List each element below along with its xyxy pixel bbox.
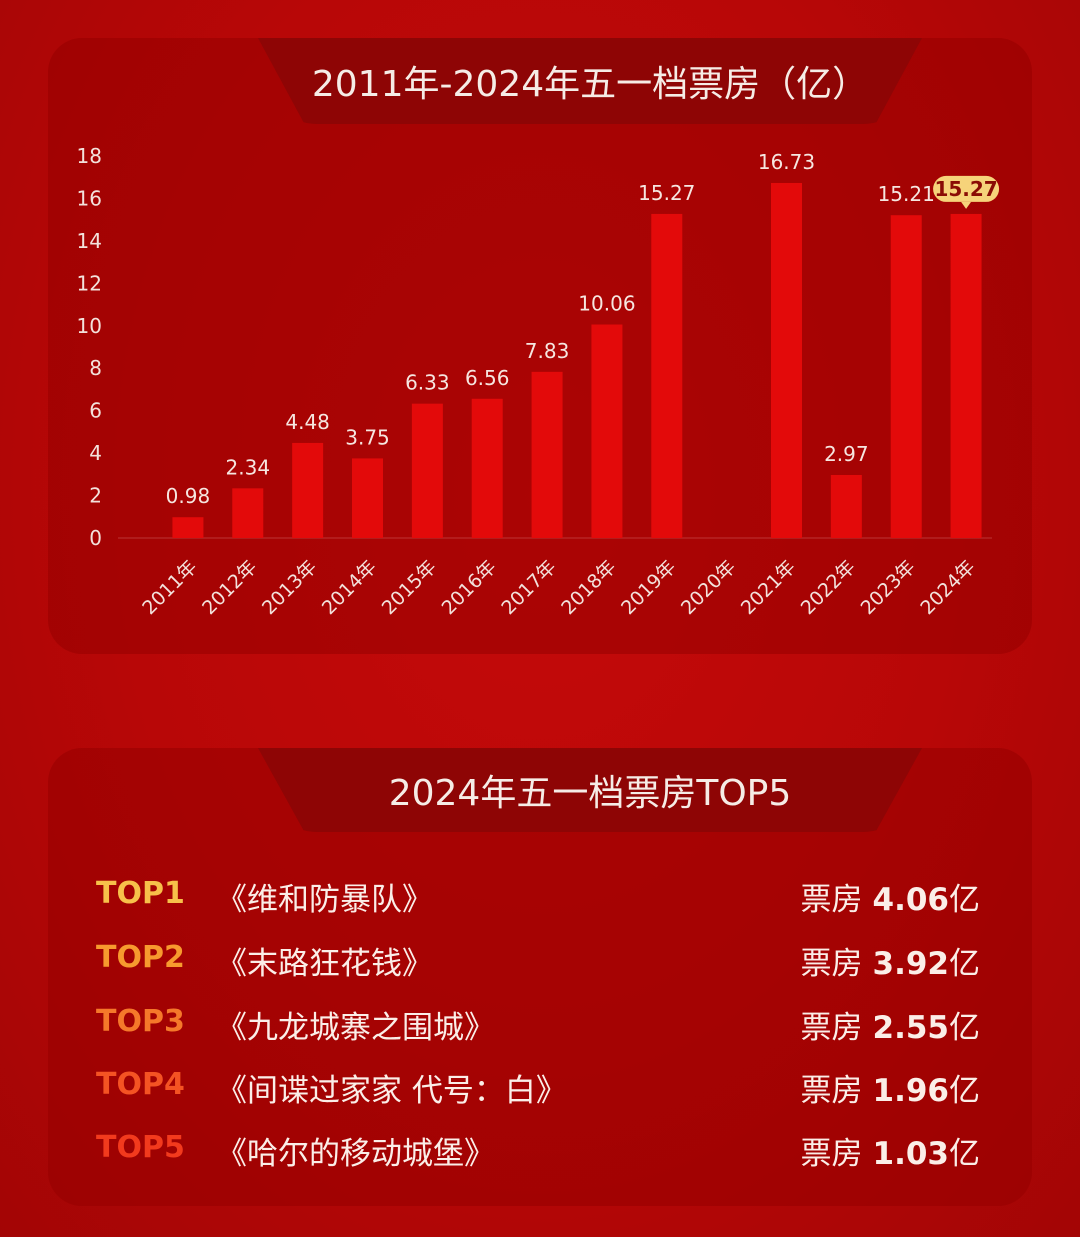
bar (352, 458, 383, 538)
x-tick-label: 2021年 (737, 556, 800, 619)
bar-value-label: 15.21 (878, 182, 935, 206)
box-office: 票房 2.55亿 (801, 1002, 981, 1047)
y-tick-label: 14 (77, 229, 102, 253)
x-tick-label: 2019年 (617, 556, 680, 619)
bar-value-label: 2.97 (824, 442, 869, 466)
highlight-badge: 15.27 (933, 175, 1000, 209)
y-tick-label: 12 (77, 271, 102, 295)
y-tick-label: 16 (77, 186, 102, 210)
badge-shape (933, 175, 1000, 202)
box-value: 3.92 (872, 946, 950, 982)
top5-panel: 2024年五一档票房TOP5 TOP1 《维和防暴队》 票房 4.06亿 TOP2… (48, 748, 1032, 1206)
x-tick-label: 2018年 (557, 556, 620, 619)
bar-value-label: 15.27 (934, 177, 997, 201)
bar-value-label: 2.34 (226, 455, 271, 479)
y-tick-label: 8 (89, 356, 102, 380)
bar-value-label: 7.83 (525, 339, 570, 363)
box-office: 票房 4.06亿 (801, 874, 981, 919)
box-unit: 亿 (949, 946, 980, 982)
bar-value-label: 16.73 (758, 150, 815, 174)
x-tick-label: 2013年 (258, 556, 321, 619)
box-unit: 亿 (949, 1010, 980, 1046)
bar-value-label: 6.33 (405, 371, 450, 395)
box-value: 2.55 (872, 1010, 950, 1046)
box-prefix: 票房 (800, 946, 863, 982)
x-tick-label: 2022年 (797, 556, 860, 619)
bar-value-label: 15.27 (638, 181, 695, 205)
bar (950, 213, 982, 539)
badge-pointer (961, 201, 972, 209)
box-prefix: 票房 (800, 1010, 863, 1046)
box-unit: 亿 (949, 882, 980, 918)
movie-title: 《维和防暴队》 (216, 882, 433, 918)
movie-title: 《九龙城寨之围城》 (216, 1010, 495, 1046)
x-tick-label: 2016年 (438, 556, 501, 619)
box-prefix: 票房 (800, 1136, 863, 1172)
top5-title: 2024年五一档票房TOP5 (258, 748, 922, 832)
box-prefix: 票房 (800, 1073, 863, 1109)
rank-label: TOP5 (96, 1130, 185, 1165)
bar (232, 488, 264, 538)
x-tick-label: 2012年 (198, 556, 261, 619)
movie-title: 《末路狂花钱》 (216, 946, 433, 982)
chart-title: 2011年-2024年五一档票房（亿） (258, 38, 922, 124)
bar-value-label: 10.06 (578, 292, 635, 316)
y-tick-label: 0 (89, 526, 102, 550)
bar (411, 403, 443, 538)
y-tick-label: 10 (77, 314, 102, 338)
box-office: 票房 1.96亿 (801, 1065, 981, 1110)
x-tick-label: 2014年 (318, 556, 381, 619)
rank-label: TOP1 (96, 876, 185, 911)
box-unit: 亿 (949, 1136, 980, 1172)
y-tick-label: 2 (89, 484, 102, 508)
bar-value-label: 4.48 (285, 410, 330, 434)
list-item: TOP4 《间谍过家家 代号：白》 票房 1.96亿 (48, 1061, 1032, 1111)
bar-chart: 0 2 4 6 8 10 12 14 16 18 0.98 2011年 2.34 2012年 4.48 201… (77, 144, 1000, 619)
x-tick-label: 2024年 (916, 556, 979, 619)
x-tick-label: 2023年 (857, 556, 920, 619)
x-tick-label: 2020年 (677, 556, 740, 619)
bar (890, 215, 922, 538)
rank-label: TOP4 (96, 1067, 185, 1102)
list-item: TOP3 《九龙城寨之围城》 票房 2.55亿 (48, 998, 1032, 1048)
chart-panel: 2011年-2024年五一档票房（亿） 0 2 4 6 8 10 12 14 16 18 0.98 2… (48, 38, 1032, 654)
bar (531, 371, 563, 538)
bar (591, 324, 623, 538)
bar (651, 213, 683, 539)
box-office: 票房 3.92亿 (801, 938, 981, 983)
box-value: 1.96 (872, 1073, 950, 1109)
y-tick-label: 18 (77, 144, 102, 168)
bar (830, 474, 862, 538)
list-item: TOP5 《哈尔的移动城堡》 票房 1.03亿 (48, 1124, 1032, 1174)
bar-value-label: 3.75 (345, 425, 390, 449)
x-tick-label: 2015年 (378, 556, 441, 619)
box-value: 4.06 (872, 882, 950, 918)
movie-title: 《间谍过家家 代号：白》 (216, 1073, 567, 1109)
rank-label: TOP2 (96, 940, 185, 975)
x-tick-label: 2017年 (497, 556, 560, 619)
y-tick-label: 6 (89, 399, 102, 423)
bar (471, 398, 503, 538)
bar-value-label: 0.98 (166, 484, 211, 508)
movie-title: 《哈尔的移动城堡》 (216, 1136, 495, 1172)
list-item: TOP2 《末路狂花钱》 票房 3.92亿 (48, 934, 1032, 984)
bar (292, 442, 324, 538)
box-unit: 亿 (949, 1073, 980, 1109)
bar (771, 182, 802, 539)
rank-label: TOP3 (96, 1004, 185, 1039)
x-tick-label: 2011年 (138, 556, 201, 619)
bar (172, 517, 204, 538)
box-office: 票房 1.03亿 (801, 1128, 981, 1173)
box-value: 1.03 (872, 1136, 950, 1172)
y-tick-label: 4 (89, 441, 102, 465)
box-prefix: 票房 (800, 882, 863, 918)
bar-value-label: 6.56 (465, 366, 510, 390)
list-item: TOP1 《维和防暴队》 票房 4.06亿 (48, 870, 1032, 920)
